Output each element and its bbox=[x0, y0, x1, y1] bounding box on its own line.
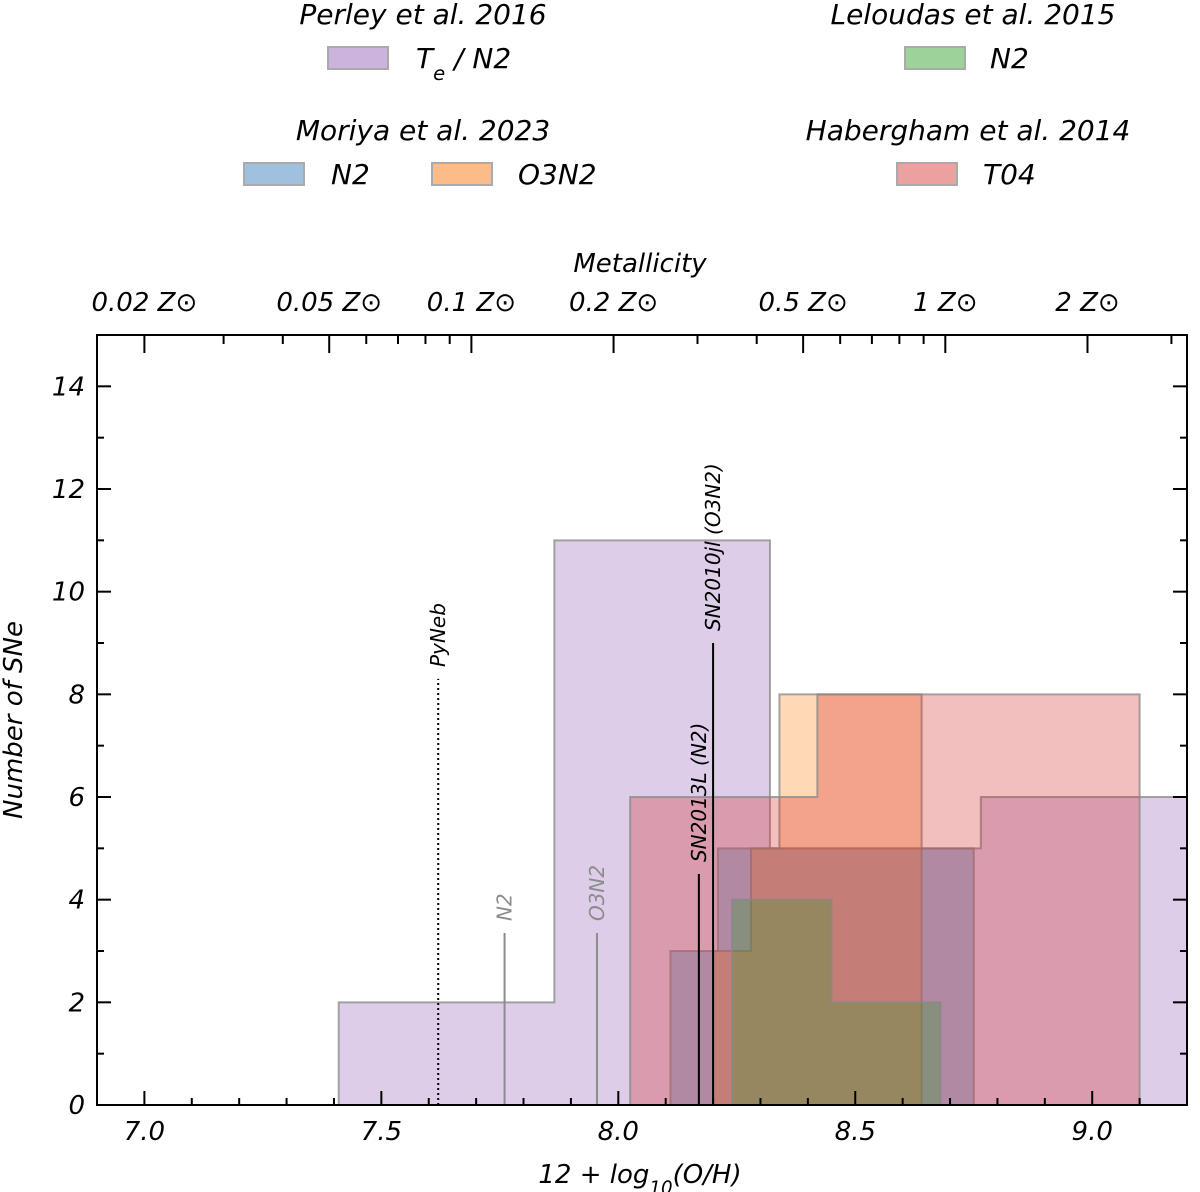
marker-lines: PyNeb N2 O3N2 SN2013L (N2) SN2010jl (O3N2) bbox=[426, 463, 725, 1105]
legend-title: Leloudas et al. 2015 bbox=[830, 0, 1115, 31]
y-tick-label: 8 bbox=[68, 680, 85, 710]
legend: Perley et al. 2016 Te / N2 Leloudas et al.… bbox=[243, 0, 1131, 191]
y-axis-label: Number of SNe bbox=[0, 621, 29, 819]
histogram-series bbox=[669, 847, 975, 1106]
y-tick-label: 6 bbox=[68, 783, 85, 813]
y-tick-label: 2 bbox=[68, 988, 85, 1018]
legend-swatch bbox=[327, 46, 389, 70]
y-tick-label: 0 bbox=[68, 1091, 85, 1121]
x-tick-label: 9.0 bbox=[1072, 1117, 1113, 1147]
legend-label: T04 bbox=[983, 158, 1036, 191]
legend-label: N2 bbox=[990, 42, 1029, 75]
legend-title: Perley et al. 2016 bbox=[299, 0, 546, 31]
top-tick-label: 2 Z⊙ bbox=[1055, 288, 1119, 318]
axes: 7.0 7.5 8.0 8.5 9.0 0 2 4 6 8 10 12 14 0.02 Z⊙ 0.05 Z⊙… bbox=[0, 249, 1188, 1192]
y-tick-label: 14 bbox=[52, 372, 85, 402]
legend-swatch bbox=[431, 162, 493, 186]
legend-swatch bbox=[243, 162, 305, 186]
y-tick-label: 10 bbox=[52, 578, 85, 608]
top-tick-label: 0.02 Z⊙ bbox=[92, 288, 198, 318]
histogram-bars bbox=[337, 539, 1188, 1106]
legend-label: N2 bbox=[331, 158, 370, 191]
y-tick-label: 4 bbox=[68, 886, 85, 916]
marker-label: PyNeb bbox=[426, 603, 450, 667]
histogram-series bbox=[629, 693, 1141, 1106]
legend-swatch bbox=[904, 46, 966, 70]
top-tick-label: 0.1 Z⊙ bbox=[427, 288, 516, 318]
x-tick-label: 8.5 bbox=[835, 1117, 876, 1147]
plot-frame bbox=[96, 334, 1188, 1106]
top-tick-label: 1 Z⊙ bbox=[913, 288, 977, 318]
x-axis-label: 12 + log10(O/H) bbox=[538, 1160, 741, 1192]
marker-label: SN2010jl (O3N2) bbox=[701, 463, 725, 631]
x-tick-label: 7.0 bbox=[124, 1117, 165, 1147]
legend-swatch bbox=[896, 162, 958, 186]
top-tick-label: 0.2 Z⊙ bbox=[569, 288, 658, 318]
top-axis-label: Metallicity bbox=[573, 249, 707, 279]
marker-label: N2 bbox=[493, 893, 517, 921]
legend-label: O3N2 bbox=[518, 158, 597, 191]
legend-title: Habergham et al. 2014 bbox=[806, 114, 1131, 147]
x-tick-label: 8.0 bbox=[598, 1117, 639, 1147]
top-tick-label: 0.05 Z⊙ bbox=[276, 288, 382, 318]
legend-title: Moriya et al. 2023 bbox=[296, 114, 550, 147]
marker-label: O3N2 bbox=[585, 865, 609, 921]
legend-label: Te / N2 bbox=[416, 42, 511, 85]
top-tick-label: 0.5 Z⊙ bbox=[759, 288, 848, 318]
y-tick-label: 12 bbox=[52, 475, 85, 505]
x-tick-label: 7.5 bbox=[361, 1117, 402, 1147]
marker-label: SN2013L (N2) bbox=[687, 723, 711, 862]
